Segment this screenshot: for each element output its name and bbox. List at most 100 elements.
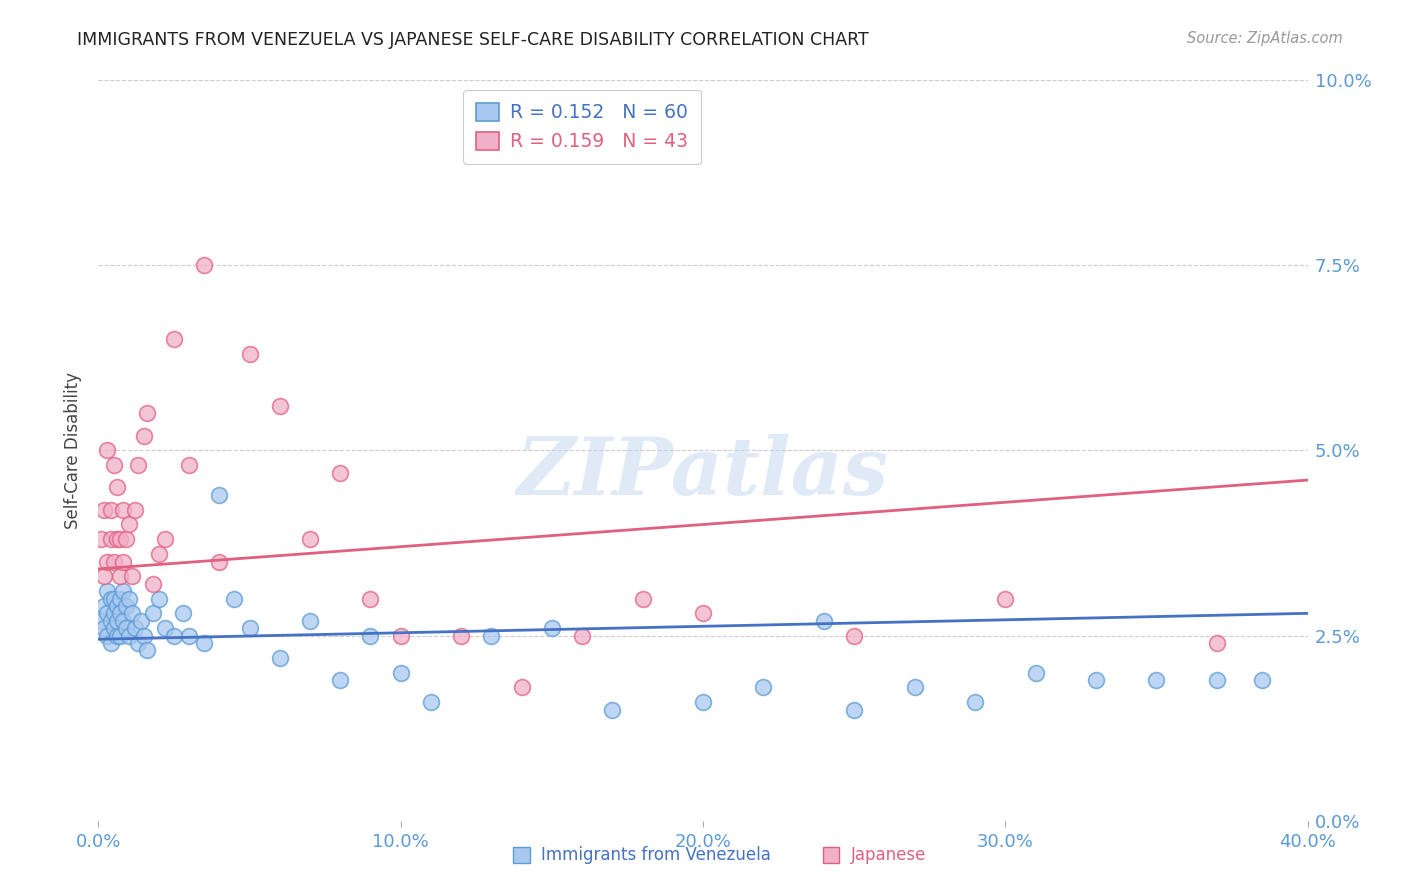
Point [111,584,134,599]
Point [118,517,141,532]
Point [1206,673,1229,687]
Point [108,591,131,606]
Text: IMMIGRANTS FROM VENEZUELA VS JAPANESE SELF-CARE DISABILITY CORRELATION CHART: IMMIGRANTS FROM VENEZUELA VS JAPANESE SE… [77,31,869,49]
Point [108,607,131,621]
Point [360,628,382,642]
Point [121,607,143,621]
Point [103,591,125,606]
Point [540,621,562,635]
Point [153,533,176,547]
Point [127,458,149,473]
Point [111,614,134,628]
Point [96,628,118,642]
Point [163,628,186,642]
Point [124,621,146,635]
Point [93,621,115,635]
Point [105,614,128,628]
Point [844,703,866,717]
Point [127,636,149,650]
Point [93,569,115,583]
Point [904,681,927,695]
Point [103,607,125,621]
Point [118,628,141,642]
Point [118,591,141,606]
Point [90,614,112,628]
Point [153,621,176,635]
Point [108,569,131,583]
Point [121,569,143,583]
Point [193,636,215,650]
Point [1251,673,1274,687]
Point [193,259,215,273]
Point [111,502,134,516]
Point [299,614,322,628]
Point [389,628,412,642]
Point [163,332,186,346]
Point [105,533,128,547]
Point [510,681,533,695]
Point [103,621,125,635]
Point [132,628,155,642]
Point [96,584,118,599]
Point [239,347,262,361]
Point [93,599,115,613]
Point [813,614,835,628]
Point [360,591,382,606]
Point [114,533,136,547]
Point [111,554,134,569]
Text: Source: ZipAtlas.com: Source: ZipAtlas.com [1187,31,1343,46]
Point [135,643,157,657]
Point [105,599,128,613]
Point [179,458,201,473]
Point [100,614,122,628]
Point [844,628,866,642]
Point [269,399,291,413]
Point [965,695,987,709]
Point [124,502,146,516]
Point [450,628,472,642]
Text: Immigrants from Venezuela: Immigrants from Venezuela [541,846,770,863]
Point [148,591,170,606]
Point [90,533,112,547]
Point [96,607,118,621]
Point [1024,665,1046,680]
Text: ZIPatlas: ZIPatlas [517,434,889,511]
Point [105,628,128,642]
Point [103,554,125,569]
Point [142,576,165,591]
Point [1206,636,1229,650]
Point [994,591,1017,606]
Point [299,533,322,547]
Point [148,547,170,561]
Bar [513,847,530,863]
Point [103,458,125,473]
Point [224,591,246,606]
Point [108,533,131,547]
Point [114,599,136,613]
Point [571,628,593,642]
Point [96,443,118,458]
Point [389,665,412,680]
Point [105,481,128,495]
Point [269,650,291,665]
Point [132,428,155,442]
Bar [823,847,839,863]
Point [129,614,152,628]
Point [329,673,352,687]
Point [172,607,194,621]
Point [239,621,262,635]
Point [179,628,201,642]
Point [108,628,131,642]
Point [208,554,231,569]
Point [692,695,714,709]
Point [631,591,654,606]
Point [100,636,122,650]
Point [114,621,136,635]
Text: Japanese: Japanese [851,846,927,863]
Point [1144,673,1167,687]
Point [100,502,122,516]
Point [93,502,115,516]
Legend: R = 0.152   N = 60, R = 0.159   N = 43: R = 0.152 N = 60, R = 0.159 N = 43 [463,90,702,164]
Point [752,681,775,695]
Point [142,607,165,621]
